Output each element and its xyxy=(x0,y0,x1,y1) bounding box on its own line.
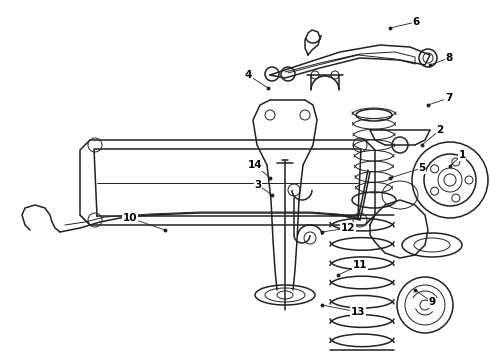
Text: 1: 1 xyxy=(458,150,466,160)
Text: 6: 6 xyxy=(413,17,419,27)
Text: 11: 11 xyxy=(353,260,367,270)
Text: 10: 10 xyxy=(123,213,137,223)
Text: 14: 14 xyxy=(247,160,262,170)
Text: 2: 2 xyxy=(437,125,443,135)
Text: 7: 7 xyxy=(445,93,453,103)
Text: 12: 12 xyxy=(341,223,355,233)
Text: 3: 3 xyxy=(254,180,262,190)
Text: 9: 9 xyxy=(428,297,436,307)
Text: 13: 13 xyxy=(351,307,365,317)
Text: 5: 5 xyxy=(418,163,426,173)
Text: 8: 8 xyxy=(445,53,453,63)
Text: 4: 4 xyxy=(245,70,252,80)
